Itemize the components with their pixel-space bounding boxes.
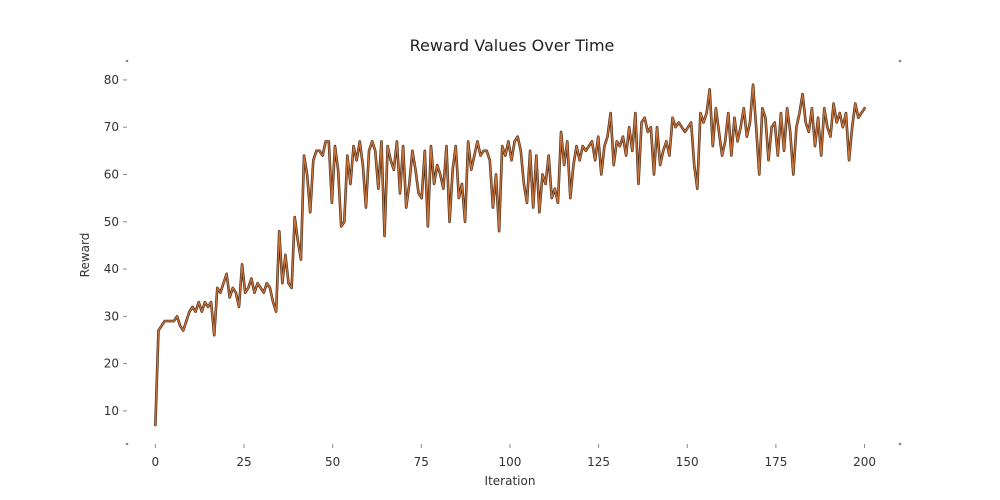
- x-axis-ticks: 0 25 50 75 100 125 150 175 200: [152, 444, 876, 469]
- x-tick-label: 150: [676, 455, 699, 469]
- series-line: [154, 83, 866, 426]
- y-tick-label: 70: [104, 120, 119, 134]
- x-tick-label: 25: [236, 455, 251, 469]
- y-tick-label: 60: [104, 167, 119, 181]
- plot-corner-bottom-left: [125, 442, 129, 446]
- x-axis-label: Iteration: [485, 474, 536, 488]
- x-tick-label: 100: [499, 455, 522, 469]
- chart-title: Reward Values Over Time: [410, 36, 615, 55]
- plot-corner-top-left: [125, 59, 129, 63]
- x-tick-label: 175: [764, 455, 787, 469]
- y-axis-label: Reward: [78, 233, 92, 278]
- y-tick-label: 10: [104, 404, 119, 418]
- y-axis-ticks: 10 20 30 40 50 60 70 80: [104, 73, 127, 418]
- x-tick-label: 0: [152, 455, 160, 469]
- x-tick-label: 75: [414, 455, 429, 469]
- y-tick-label: 80: [104, 73, 119, 87]
- plot-corner-bottom-right: [898, 442, 902, 446]
- x-tick-label: 200: [853, 455, 876, 469]
- series-group: [154, 83, 866, 427]
- y-tick-label: 50: [104, 215, 119, 229]
- x-tick-label: 125: [587, 455, 610, 469]
- series-line-outline: [154, 83, 866, 427]
- x-tick-label: 50: [325, 455, 340, 469]
- y-tick-label: 40: [104, 262, 119, 276]
- y-tick-label: 20: [104, 357, 119, 371]
- y-tick-label: 30: [104, 309, 119, 323]
- plot-corner-top-right: [898, 59, 902, 63]
